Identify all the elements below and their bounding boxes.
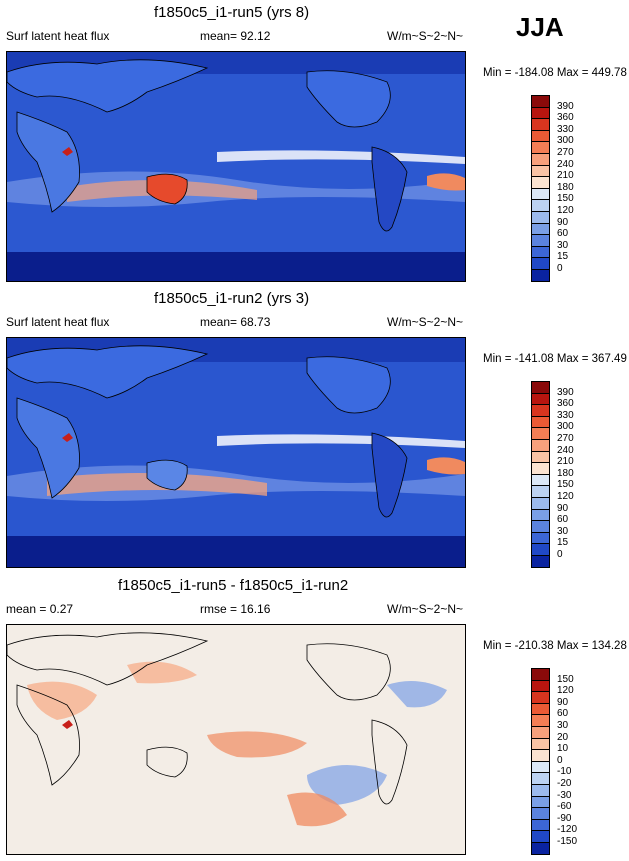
panel2-minmax: Min = -141.08 Max = 367.49 [483, 353, 627, 365]
colorbar-label: 90 [557, 696, 569, 708]
colorbar-label: 240 [557, 444, 574, 456]
colorbar-swatch [531, 269, 550, 282]
colorbar-label: 15 [557, 537, 569, 549]
colorbar-label: 0 [557, 754, 563, 766]
colorbar-label: 0 [557, 263, 563, 274]
colorbar-label: 210 [557, 170, 574, 182]
panel3-rmse-label: rmse = 16.16 [200, 602, 271, 616]
colorbar-label: -20 [557, 778, 572, 789]
colorbar-label: 180 [557, 181, 574, 193]
colorbar-label: 60 [557, 514, 569, 526]
colorbar-label: -90 [557, 812, 572, 824]
colorbar-label: 270 [557, 147, 574, 158]
colorbar-label: 300 [557, 135, 574, 147]
colorbar-label: 120 [557, 491, 574, 502]
colorbar-swatch [531, 842, 550, 855]
panel1-title: f1850c5_i1-run5 (yrs 8) [154, 4, 310, 21]
colorbar-label: 30 [557, 720, 569, 731]
colorbar-label: 60 [557, 708, 569, 720]
colorbar-label: 300 [557, 421, 574, 433]
panel1-mean-label: mean= 92.12 [200, 29, 271, 43]
panel2-map [6, 337, 466, 568]
colorbar-label: 15 [557, 251, 569, 263]
colorbar-label: 180 [557, 467, 574, 479]
colorbar-label: 60 [557, 228, 569, 240]
colorbar-label: 390 [557, 386, 574, 398]
colorbar-label: 0 [557, 549, 563, 560]
colorbar-label: 330 [557, 409, 574, 421]
colorbar-label: 120 [557, 685, 574, 697]
colorbar-label: 240 [557, 158, 574, 170]
colorbar-label: 30 [557, 239, 569, 251]
panel2-title: f1850c5_i1-run2 (yrs 3) [154, 290, 310, 307]
colorbar-label: 90 [557, 502, 569, 514]
colorbar-label: 210 [557, 456, 574, 468]
colorbar-label: 20 [557, 731, 569, 743]
colorbar-label: -60 [557, 801, 572, 813]
panel3-title: f1850c5_i1-run5 - f1850c5_i1-run2 [118, 577, 349, 594]
colorbar-label: -150 [557, 836, 578, 847]
colorbar-label: 30 [557, 525, 569, 537]
panel1-variable-label: Surf latent heat flux [6, 29, 110, 43]
panel1-map [6, 51, 466, 282]
panel3-mean-label: mean = 0.27 [6, 602, 74, 616]
colorbar-label: 330 [557, 123, 574, 135]
colorbar-label: 270 [557, 433, 574, 444]
colorbar-label: -120 [557, 824, 578, 836]
panel3-units-label: W/m~S~2~N~ [387, 602, 464, 616]
panel2-units-label: W/m~S~2~N~ [387, 315, 464, 329]
colorbar-label: 150 [557, 193, 574, 205]
colorbar-label: -10 [557, 766, 572, 778]
colorbar-swatch [531, 555, 550, 568]
panel2-mean-label: mean= 68.73 [200, 315, 271, 329]
colorbar-label: 360 [557, 398, 574, 410]
colorbar-label: -30 [557, 789, 572, 801]
panel1-units-label: W/m~S~2~N~ [387, 29, 464, 43]
colorbar-label: 390 [557, 100, 574, 112]
season-label: JJA [516, 12, 564, 42]
colorbar-label: 150 [557, 479, 574, 491]
colorbar-label: 360 [557, 112, 574, 124]
panel3-map [6, 624, 466, 855]
panel1-minmax: Min = -184.08 Max = 449.78 [483, 67, 627, 79]
panel2-variable-label: Surf latent heat flux [6, 315, 110, 329]
panel3-minmax: Min = -210.38 Max = 134.28 [483, 640, 627, 652]
colorbar-label: 90 [557, 216, 569, 228]
colorbar-label: 120 [557, 205, 574, 216]
colorbar-label: 150 [557, 673, 574, 685]
colorbar-label: 10 [557, 743, 569, 755]
